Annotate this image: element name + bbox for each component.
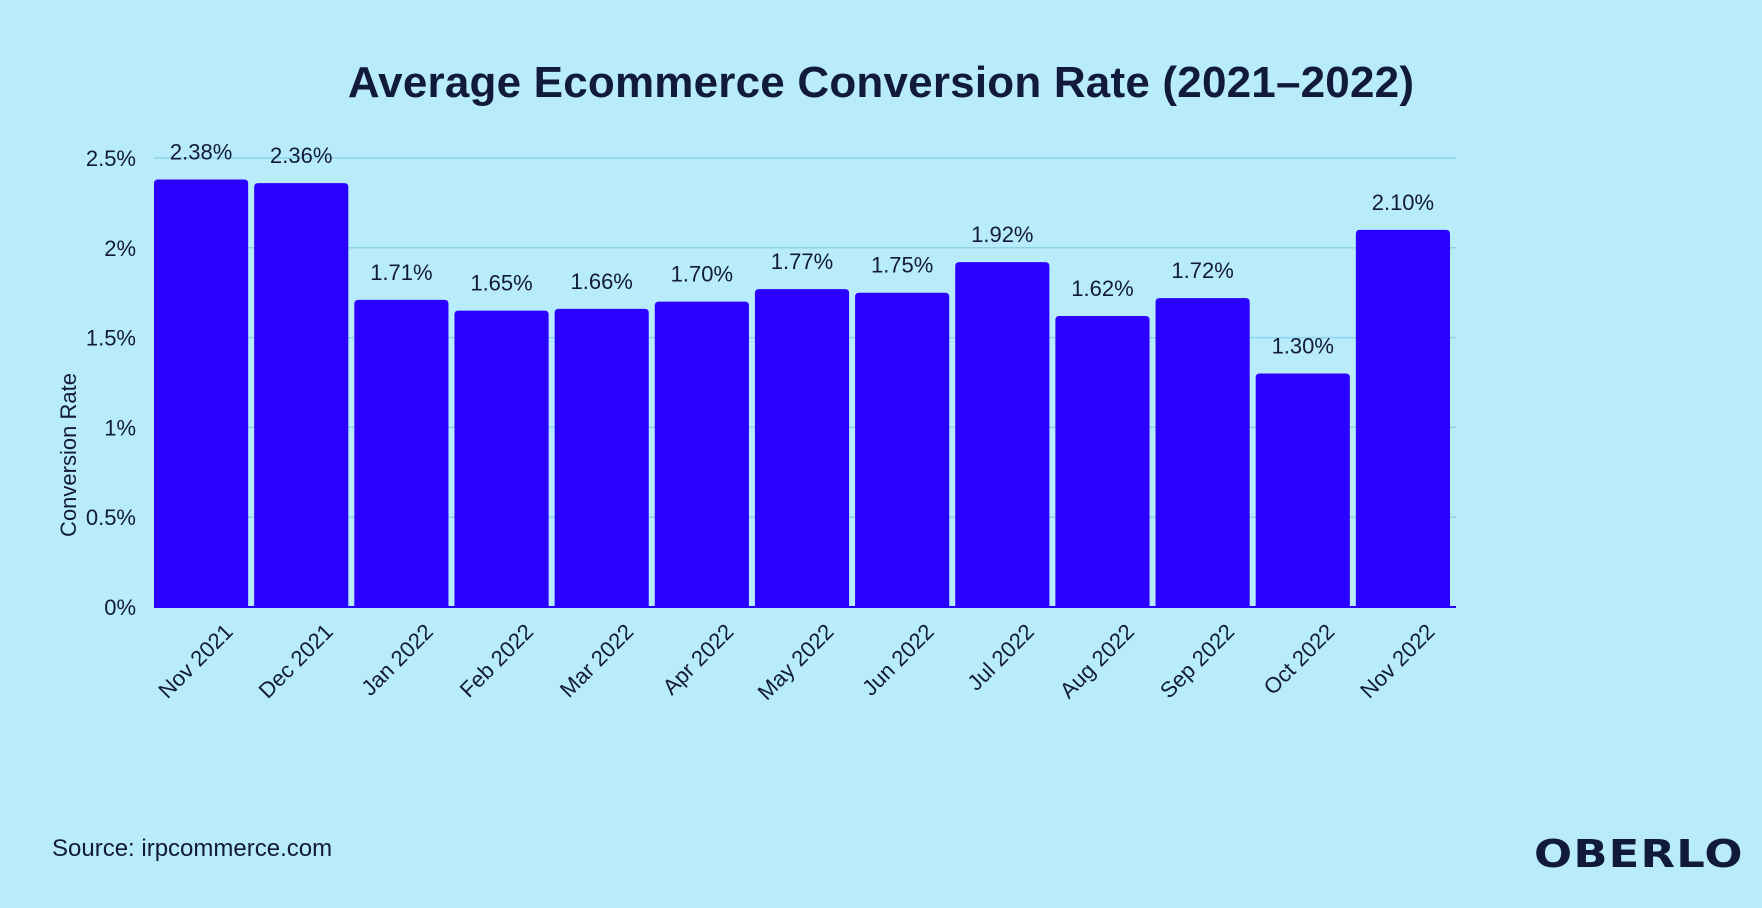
data-labels: 2.38% 2.36% 1.71% 1.65% 1.66% 1.70% 1.77% 1.75%…: [170, 140, 1434, 359]
x-tick-label: Nov 2022: [1355, 619, 1439, 703]
data-label: 1.30%: [1272, 334, 1334, 359]
bar-dec-2021: [254, 183, 349, 608]
x-tick-label: Oct 2022: [1259, 619, 1340, 700]
bar-nov-2022: [1355, 229, 1450, 607]
x-tick-label: Jan 2022: [356, 619, 438, 701]
x-tick-label: Dec 2021: [254, 619, 338, 703]
data-label: 2.36%: [270, 143, 332, 168]
y-tick-label: 1.5%: [86, 326, 136, 351]
data-label: 1.71%: [370, 260, 432, 285]
data-label: 2.38%: [170, 140, 232, 165]
x-tick-label: Sep 2022: [1155, 619, 1239, 703]
bar-jul-2022: [955, 262, 1050, 607]
x-tick-label: Aug 2022: [1055, 619, 1139, 703]
x-tick-label: Jul 2022: [962, 619, 1039, 696]
x-tick-label: Feb 2022: [455, 619, 538, 702]
data-label: 2.10%: [1372, 190, 1434, 215]
data-label: 1.62%: [1071, 276, 1133, 301]
data-label: 1.92%: [971, 222, 1033, 247]
bars: [154, 179, 1456, 608]
bar-mar-2022: [554, 308, 649, 607]
bar-feb-2022: [454, 310, 549, 607]
x-tick-label: May 2022: [753, 619, 839, 705]
oberlo-logo: OBERLO: [1534, 832, 1744, 876]
bar-sep-2022: [1155, 298, 1250, 607]
bar-nov-2021: [154, 179, 249, 607]
bar-oct-2022: [1255, 373, 1350, 607]
y-axis-ticks: 0% 0.5% 1% 1.5% 2% 2.5%: [86, 146, 136, 620]
data-label: 1.75%: [871, 253, 933, 278]
x-tick-label: Mar 2022: [555, 619, 638, 702]
y-tick-label: 1%: [104, 415, 136, 440]
bar-may-2022: [754, 289, 850, 607]
y-tick-label: 2%: [104, 236, 136, 261]
data-label: 1.66%: [570, 269, 632, 294]
data-label: 1.77%: [771, 249, 833, 274]
x-tick-label: Nov 2021: [153, 619, 237, 703]
chart-title: Average Ecommerce Conversion Rate (2021–…: [347, 58, 1415, 107]
y-tick-label: 0.5%: [86, 505, 136, 530]
bar-aug-2022: [1055, 316, 1150, 607]
data-label: 1.70%: [671, 262, 733, 287]
y-tick-label: 0%: [104, 595, 136, 620]
bar-jan-2022: [354, 299, 449, 607]
x-axis-ticks: Nov 2021 Dec 2021 Jan 2022 Feb 2022 Mar 2022…: [153, 619, 1439, 705]
bar-apr-2022: [654, 301, 749, 607]
y-tick-label: 2.5%: [86, 146, 136, 171]
data-label: 1.72%: [1171, 258, 1233, 283]
y-axis-label: Conversion Rate: [56, 373, 81, 537]
bar-jun-2022: [855, 292, 950, 607]
source-note: Source: irpcommerce.com: [52, 835, 333, 862]
data-label: 1.65%: [470, 271, 532, 296]
x-tick-label: Apr 2022: [658, 619, 739, 700]
x-tick-label: Jun 2022: [857, 619, 939, 701]
